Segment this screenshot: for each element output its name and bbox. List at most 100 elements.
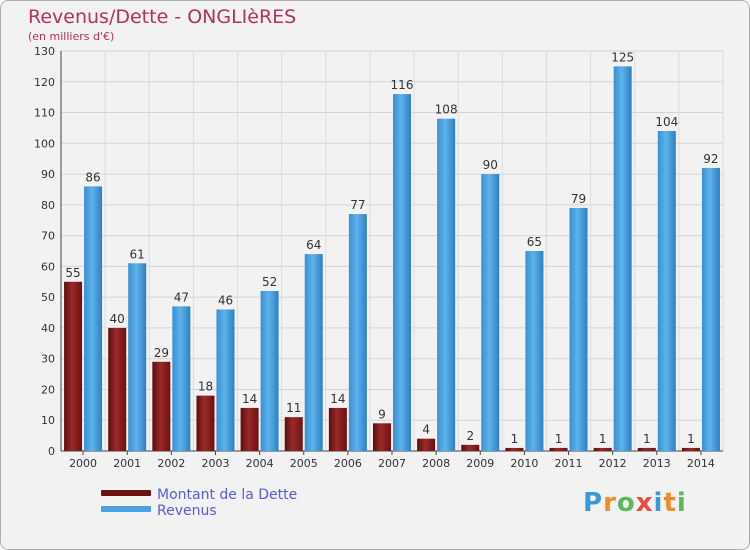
bar-debt-2002	[152, 361, 171, 451]
y-tick-label: 120	[34, 76, 55, 89]
data-label-revenue-2004: 52	[262, 275, 277, 289]
bar-revenue-2014	[701, 167, 720, 451]
data-label-revenue-2010: 65	[527, 235, 542, 249]
data-label-revenue-2008: 108	[435, 103, 458, 117]
x-tick-label: 2014	[687, 457, 715, 470]
data-label-revenue-2007: 116	[391, 78, 414, 92]
data-label-debt-2010: 1	[511, 432, 519, 446]
data-label-revenue-2011: 79	[571, 192, 586, 206]
y-tick-label: 100	[34, 137, 55, 150]
logo-letter: r	[603, 488, 617, 518]
x-tick-label: 2006	[334, 457, 362, 470]
x-tick-label: 2010	[510, 457, 538, 470]
bar-revenue-2000	[84, 186, 103, 451]
data-label-debt-2014: 1	[687, 432, 695, 446]
bar-revenue-2003	[216, 309, 235, 451]
logo-letter: t	[663, 488, 677, 518]
chart-title: Revenus/Dette - ONGLIèRES	[28, 6, 297, 28]
bars	[64, 66, 720, 452]
logo-letter: o	[616, 488, 636, 518]
data-label-debt-2000: 55	[65, 266, 80, 280]
data-label-revenue-2002: 47	[174, 290, 189, 304]
logo-letter: P	[583, 488, 604, 518]
data-label-revenue-2014: 92	[703, 152, 718, 166]
bar-revenue-2009	[481, 174, 500, 452]
chart-subtitle: (en milliers d'€)	[28, 30, 115, 43]
bar-debt-2007	[373, 423, 391, 451]
data-label-debt-2003: 18	[198, 380, 213, 394]
bar-revenue-2006	[348, 214, 367, 451]
data-label-debt-2007: 9	[378, 407, 386, 421]
bar-debt-2012	[593, 447, 612, 451]
legend-label-revenue: Revenus	[157, 503, 217, 519]
bar-revenue-2012	[613, 66, 632, 451]
y-tick-label: 10	[41, 414, 55, 427]
y-tick-label: 60	[41, 260, 55, 273]
x-tick-label: 2001	[113, 457, 141, 470]
data-label-revenue-2001: 61	[130, 247, 145, 261]
x-tick-label: 2005	[290, 457, 318, 470]
data-label-debt-2004: 14	[242, 392, 257, 406]
x-tick-label: 2003	[201, 457, 229, 470]
data-label-revenue-2003: 46	[218, 293, 233, 307]
data-label-revenue-2013: 104	[655, 115, 678, 129]
data-labels: 5586406129471846145211641477911641082901…	[65, 50, 718, 446]
data-label-revenue-2006: 77	[350, 198, 365, 212]
logo-letter: x	[635, 488, 654, 518]
y-tick-label: 70	[41, 230, 55, 243]
data-label-debt-2008: 4	[422, 423, 430, 437]
data-label-debt-2002: 29	[154, 346, 169, 360]
bar-debt-2005	[284, 417, 303, 451]
bar-debt-2011	[549, 447, 568, 451]
bar-debt-2004	[240, 407, 259, 451]
bar-debt-2001	[108, 327, 127, 451]
bar-revenue-2001	[128, 263, 147, 451]
legend-swatch-debt	[101, 490, 151, 496]
x-tick-label: 2002	[157, 457, 185, 470]
x-tick-label: 2012	[599, 457, 627, 470]
bar-revenue-2005	[304, 254, 323, 451]
bar-revenue-2007	[393, 94, 411, 452]
x-tick-label: 2000	[69, 457, 97, 470]
y-tick-label: 0	[48, 445, 55, 458]
logo-letter: i	[653, 488, 664, 518]
bar-debt-2000	[64, 281, 83, 451]
bar-debt-2006	[328, 407, 347, 451]
data-label-revenue-2009: 90	[483, 158, 498, 172]
bar-revenue-2013	[657, 131, 676, 451]
logo-letter: i	[676, 488, 687, 518]
bar-revenue-2011	[569, 207, 588, 451]
data-label-debt-2009: 2	[466, 429, 474, 443]
y-tick-label: 110	[34, 107, 55, 120]
y-tick-label: 30	[41, 353, 55, 366]
bar-revenue-2004	[260, 291, 279, 451]
y-tick-label: 80	[41, 199, 55, 212]
x-tick-label: 2011	[555, 457, 583, 470]
data-label-debt-2005: 11	[286, 401, 301, 415]
y-tick-label: 40	[41, 322, 55, 335]
y-tick-label: 90	[41, 168, 55, 181]
data-label-revenue-2012: 125	[611, 50, 634, 64]
bar-debt-2014	[681, 447, 700, 451]
axes: 0 10 20 30 40 50 60 70 80 90 100 110 120 130 2000 2001 2…	[34, 45, 723, 470]
bar-debt-2008	[417, 438, 436, 451]
y-tick-label: 50	[41, 291, 55, 304]
data-label-revenue-2000: 86	[85, 170, 100, 184]
bar-revenue-2008	[437, 118, 456, 451]
bar-revenue-2002	[172, 306, 191, 451]
x-tick-label: 2013	[643, 457, 671, 470]
bar-debt-2009	[461, 444, 480, 451]
x-tick-label: 2008	[422, 457, 450, 470]
legend-swatch-revenue	[101, 506, 151, 512]
x-tick-label: 2004	[246, 457, 274, 470]
y-tick-label: 130	[34, 45, 55, 58]
data-label-debt-2012: 1	[599, 432, 607, 446]
data-label-debt-2006: 14	[330, 392, 345, 406]
bar-revenue-2010	[525, 251, 544, 451]
proxiti-logo: Proxiti	[583, 488, 687, 518]
y-tick-label: 20	[41, 383, 55, 396]
data-label-debt-2001: 40	[110, 312, 125, 326]
data-label-debt-2013: 1	[643, 432, 651, 446]
